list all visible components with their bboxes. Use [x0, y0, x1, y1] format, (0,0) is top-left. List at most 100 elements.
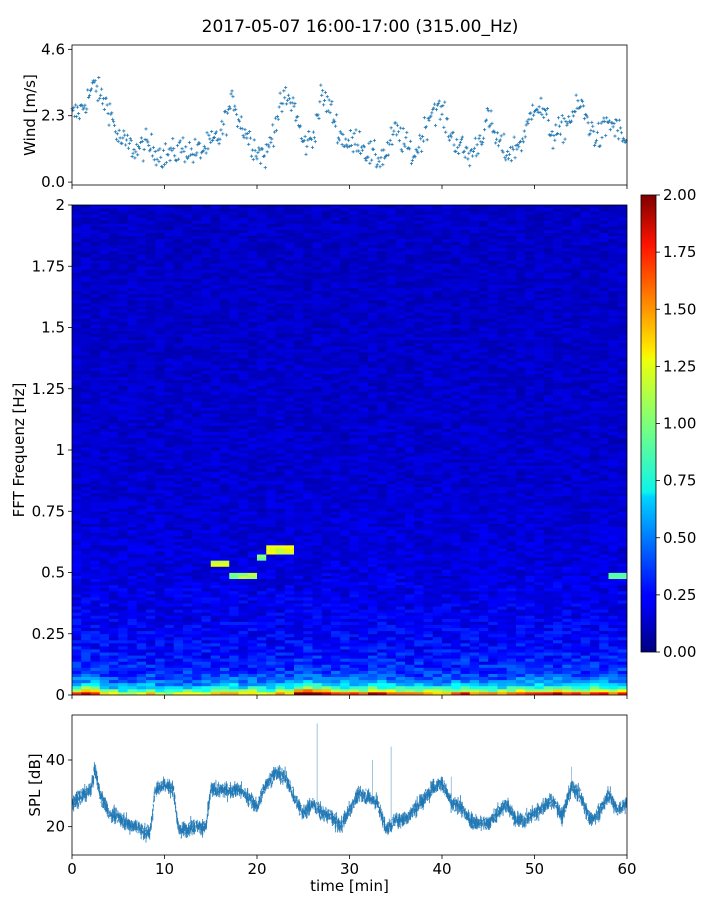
spectrogram-cell	[183, 324, 193, 328]
spectrogram-cell	[312, 652, 323, 656]
spectrogram-cell	[136, 220, 147, 224]
spectrogram-cell	[201, 263, 212, 267]
wind-point	[196, 143, 200, 147]
spectrogram-cell	[90, 646, 101, 650]
spectrogram-cell	[183, 382, 193, 387]
wind-point	[444, 130, 448, 134]
spectrogram-cell	[146, 667, 156, 671]
spectrogram-cell	[284, 401, 295, 405]
spectrogram-cell	[220, 630, 230, 635]
wind-point	[95, 84, 99, 88]
spectrogram-cell	[284, 367, 295, 371]
spectrogram-cell	[118, 401, 128, 405]
wind-point	[328, 111, 332, 115]
wind-point	[478, 134, 482, 138]
spectrogram-cell	[303, 462, 313, 466]
spectrogram-cell	[275, 254, 286, 258]
wind-point	[203, 147, 207, 151]
wind-point	[576, 99, 580, 103]
spectrogram-cell	[109, 563, 119, 567]
spectrogram-cell	[266, 557, 276, 561]
spectrogram-cell	[81, 535, 91, 540]
spectrogram-cell	[247, 324, 258, 328]
spectrogram-cell	[257, 618, 267, 622]
spectrogram-cell	[109, 450, 119, 454]
wind-point	[593, 141, 598, 145]
spectrogram-cell	[164, 241, 175, 246]
spectrogram-cell	[127, 388, 138, 393]
spectrogram-cell	[136, 263, 147, 267]
wind-point	[202, 144, 206, 149]
spectrogram-cell	[220, 293, 230, 298]
spectrogram-cell	[183, 541, 193, 546]
spectrogram-cell	[275, 321, 286, 325]
spectrogram-cell	[127, 226, 138, 230]
spectrogram-cell	[192, 456, 202, 460]
spectrogram-cell	[192, 244, 202, 249]
spectrogram-cell	[127, 309, 138, 313]
spectrogram-cell	[81, 646, 91, 650]
spectrogram-cell	[257, 263, 267, 267]
spectrogram-cell	[247, 397, 258, 402]
spectrogram-cell	[81, 541, 91, 546]
spectrogram-cell	[294, 306, 304, 310]
spectrogram-cell	[164, 691, 175, 695]
wind-point	[559, 120, 563, 124]
spectrogram-cell	[284, 413, 295, 417]
wind-point	[294, 119, 298, 123]
spectrogram-cell	[294, 379, 304, 384]
spectrogram-cell	[220, 661, 230, 665]
spectrogram-cell	[303, 495, 313, 500]
spectrogram-cell	[238, 247, 249, 252]
spectrogram-cell	[321, 563, 332, 567]
spectrogram-cell	[229, 688, 239, 693]
spectrogram-cell	[90, 483, 101, 488]
spectrogram-cell	[136, 621, 147, 625]
spectrogram-cell	[294, 269, 304, 273]
spectrogram-cell	[220, 278, 230, 282]
spectrogram-cell	[90, 401, 101, 405]
spectrogram-cell	[90, 211, 101, 215]
spectrogram-cell	[275, 330, 286, 335]
spectrogram-cell	[238, 269, 249, 273]
spectrogram-cell	[220, 667, 230, 671]
wind-point	[540, 113, 544, 117]
spectrogram-cell	[247, 330, 258, 335]
spectrogram-cell	[136, 535, 147, 540]
wind-point	[235, 124, 240, 129]
spectrogram-cell	[81, 649, 91, 653]
spectrogram-cell	[118, 397, 128, 402]
spectrogram-cell	[210, 235, 221, 240]
spectrogram-cell	[303, 254, 313, 258]
spectrogram-cell	[266, 609, 276, 613]
spectrogram-cell	[90, 269, 101, 273]
spectrogram-cell	[155, 600, 165, 604]
spectrogram-cell	[257, 566, 267, 570]
spectrogram-cell	[173, 263, 184, 267]
spectrogram-cell	[90, 428, 101, 433]
spectrogram-cell	[118, 465, 128, 469]
spectrogram-cell	[127, 557, 138, 561]
spectrogram-cell	[257, 410, 267, 414]
spectrogram-cell	[284, 407, 295, 411]
spectrogram-cell	[257, 477, 267, 482]
spectrogram-cell	[303, 410, 313, 414]
spectrogram-cell	[173, 581, 184, 586]
spectrogram-cell	[266, 652, 276, 656]
spectrogram-cell	[127, 563, 138, 567]
wind-point	[158, 147, 162, 151]
spectrogram-cell	[136, 269, 147, 273]
spectrogram-cell	[72, 348, 82, 353]
spectrogram-cell	[192, 370, 202, 374]
spectrogram-cell	[247, 682, 258, 687]
wind-point	[324, 110, 328, 114]
spectrogram-cell	[201, 532, 212, 537]
spectrogram-cell	[229, 342, 239, 347]
spectrogram-cell	[146, 272, 156, 276]
spectrogram-cell	[294, 287, 304, 292]
spectrogram-cell	[247, 456, 258, 460]
spectrogram-cell	[155, 459, 165, 463]
spectrogram-cell	[294, 336, 304, 341]
spectrogram-cell	[164, 293, 175, 298]
spectrogram-cell	[294, 373, 304, 377]
